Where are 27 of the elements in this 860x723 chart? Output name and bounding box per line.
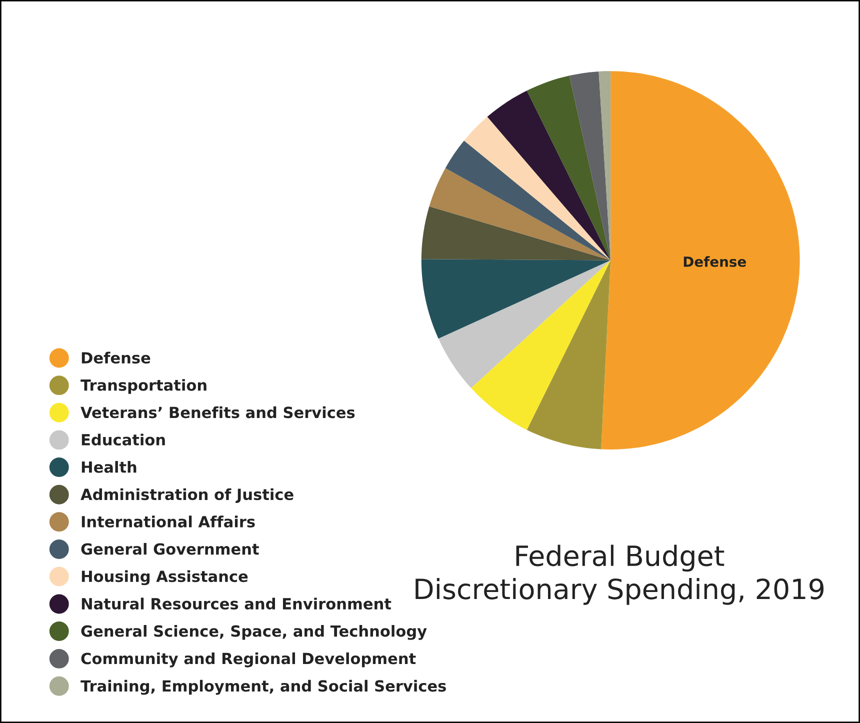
legend-label: Community and Regional Development — [81, 652, 416, 668]
legend-label: Education — [82, 434, 165, 446]
pie-slice — [445, 140, 611, 260]
pie-slice — [601, 71, 800, 450]
pie-slice — [421, 259, 611, 339]
legend-label: Defense — [82, 352, 150, 364]
pie-slice — [421, 206, 611, 260]
legend-label: Housing Assistance — [82, 570, 248, 586]
pie-slice — [526, 260, 611, 450]
pie-slice — [464, 116, 611, 260]
legend-label: General Science, Space, and Technology — [81, 625, 427, 640]
legend-label: Administration of Justice — [80, 488, 294, 503]
legend-label: Health — [82, 461, 136, 473]
legend-label: Veterans’ Benefits and Services — [80, 406, 355, 418]
pie-slice — [526, 76, 611, 260]
legend-label: Natural Resources and Environment — [82, 598, 392, 610]
pie-slice — [487, 90, 611, 260]
pie-slice — [471, 260, 611, 430]
legend-label: General Government — [81, 542, 259, 555]
text: Federal Budget Discretionary Spending, 2019 — [416, 544, 824, 605]
slice-label: Defense — [684, 256, 746, 267]
legend-label: International Affairs — [82, 516, 255, 528]
pie-slice — [569, 71, 611, 260]
pie-slice — [429, 168, 611, 260]
legend-label: Training, Employment, and Social Services — [80, 680, 446, 695]
pie-slice — [438, 260, 611, 388]
legend-label: Transportation — [80, 379, 206, 394]
